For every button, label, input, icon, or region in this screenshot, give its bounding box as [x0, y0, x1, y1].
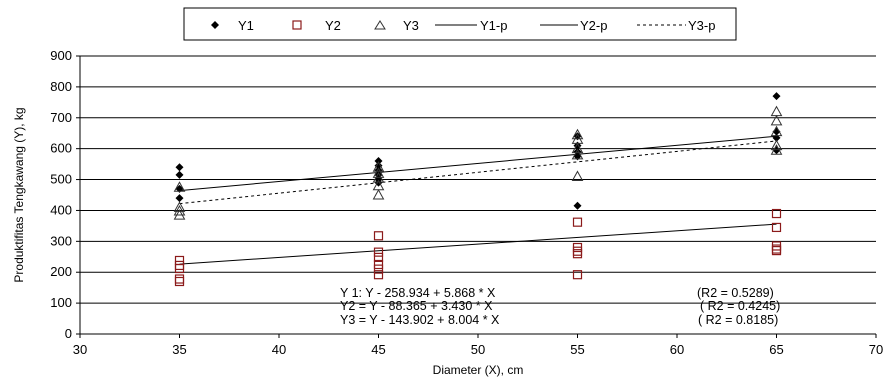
- point-y3-8: [372, 188, 385, 200]
- x-tick-label-55: 55: [570, 342, 584, 357]
- point-y3-9: [571, 128, 584, 140]
- point-y2-4: [174, 276, 185, 287]
- equation-y3-r2: ( R2 = 0.8185): [698, 313, 778, 327]
- point-y2-7: [373, 252, 384, 262]
- point-y3-5: [372, 167, 385, 178]
- x-tick-label-35: 35: [172, 342, 186, 357]
- point-y3-4: [372, 161, 385, 172]
- legend-marker-y2: [292, 20, 302, 30]
- legend-item-y2: Y2: [292, 18, 341, 33]
- y-tick-label-500: 500: [50, 172, 72, 187]
- y-axis-title: Produktifitas Tengkawang (Y), kg: [12, 107, 26, 282]
- point-y2-16: [771, 208, 782, 219]
- legend-box: [183, 7, 737, 41]
- legend-label-y3-p: Y3-p: [688, 18, 715, 33]
- point-y3-1: [173, 201, 186, 212]
- axes: [76, 55, 877, 338]
- point-y3-6: [372, 171, 385, 183]
- legend-marker-y1: [211, 21, 219, 29]
- point-y3-12: [571, 148, 584, 160]
- legend-marker-y3: [374, 20, 386, 30]
- regression-equations: Y 1: Y - 258.934 + 5.868 * X (R2 = 0.528…: [340, 286, 780, 327]
- plot-area: [80, 56, 876, 334]
- point-y2-10: [373, 270, 384, 280]
- point-y3-18: [770, 144, 783, 155]
- y-tick-label-700: 700: [50, 110, 72, 125]
- point-y2-6: [373, 247, 384, 257]
- point-y3-15: [770, 114, 783, 126]
- x-tick-label-50: 50: [471, 342, 485, 357]
- legend: Y1 Y2 Y3 Y1-p Y2-p Y3-p: [183, 7, 737, 41]
- point-y2-2: [174, 263, 185, 274]
- y-tick-label-200: 200: [50, 264, 72, 279]
- point-y2-17: [771, 222, 782, 233]
- x-tick-label-40: 40: [272, 342, 286, 357]
- y-tick-label-0: 0: [65, 326, 72, 341]
- legend-item-y2-p: Y2-p: [540, 18, 607, 33]
- x-tick-label-45: 45: [371, 342, 385, 357]
- point-y2-5: [373, 231, 384, 241]
- point-y1-15: [772, 92, 781, 101]
- point-y2-11: [572, 217, 583, 227]
- legend-label-y3: Y3: [403, 18, 419, 33]
- legend-label-y2: Y2: [325, 18, 341, 33]
- point-y3-13: [571, 170, 584, 181]
- fit-line-y1-p: [179, 135, 777, 192]
- tick-labels: 0 100 200 300 400 500 600 700 800 900 30 35 40 45 50 55…: [50, 48, 883, 357]
- fit-lines: [179, 135, 777, 265]
- point-y3-11: [571, 142, 584, 154]
- equation-y1: Y 1: Y - 258.934 + 5.868 * X: [340, 286, 496, 300]
- point-y1-5: [374, 161, 383, 170]
- point-y2-9: [373, 264, 384, 274]
- y-tick-label-100: 100: [50, 295, 72, 310]
- legend-item-y1: Y1: [211, 18, 254, 33]
- point-y2-14: [572, 249, 583, 259]
- point-y1-14: [573, 201, 582, 210]
- legend-label-y1-p: Y1-p: [480, 18, 507, 33]
- legend-item-y3: Y3: [374, 18, 419, 33]
- point-y1-3: [175, 194, 184, 203]
- point-y3-17: [770, 139, 783, 151]
- grid-lines: [80, 55, 876, 304]
- point-y1-4: [374, 157, 383, 166]
- point-y1-1: [175, 170, 184, 179]
- equation-y2: Y2 = Y - 88.365 + 3.430 * X: [340, 299, 493, 313]
- data-points: [173, 92, 783, 287]
- point-y3-16: [770, 125, 783, 137]
- point-y3-3: [173, 209, 186, 220]
- point-y1-0: [175, 163, 184, 172]
- point-y2-8: [373, 259, 384, 270]
- point-y3-2: [173, 205, 186, 216]
- legend-label-y2-p: Y2-p: [580, 18, 607, 33]
- x-tick-label-30: 30: [73, 342, 87, 357]
- x-axis-title: Diameter (X), cm: [433, 363, 524, 377]
- x-tick-label-60: 60: [670, 342, 684, 357]
- point-y2-20: [771, 246, 782, 256]
- equation-y3: Y3 = Y - 143.902 + 8.004 * X: [340, 313, 500, 327]
- x-tick-label-65: 65: [769, 342, 783, 357]
- y-tick-label-400: 400: [50, 202, 72, 217]
- y-tick-label-900: 900: [50, 48, 72, 63]
- legend-item-y1-p: Y1-p: [435, 18, 507, 33]
- fit-line-y3-p: [179, 140, 777, 205]
- legend-item-y3-p: Y3-p: [637, 18, 715, 33]
- fit-line-y2-p: [179, 223, 777, 265]
- y-tick-label-800: 800: [50, 79, 72, 94]
- equation-y2-r2: ( R2 = 0.4245): [700, 299, 780, 313]
- y-tick-label-600: 600: [50, 141, 72, 156]
- equation-y1-r2: (R2 = 0.5289): [697, 286, 774, 300]
- point-y2-15: [572, 270, 583, 280]
- x-tick-label-70: 70: [869, 342, 883, 357]
- legend-label-y1: Y1: [238, 18, 254, 33]
- y-tick-label-300: 300: [50, 233, 72, 248]
- point-y3-0: [173, 181, 186, 192]
